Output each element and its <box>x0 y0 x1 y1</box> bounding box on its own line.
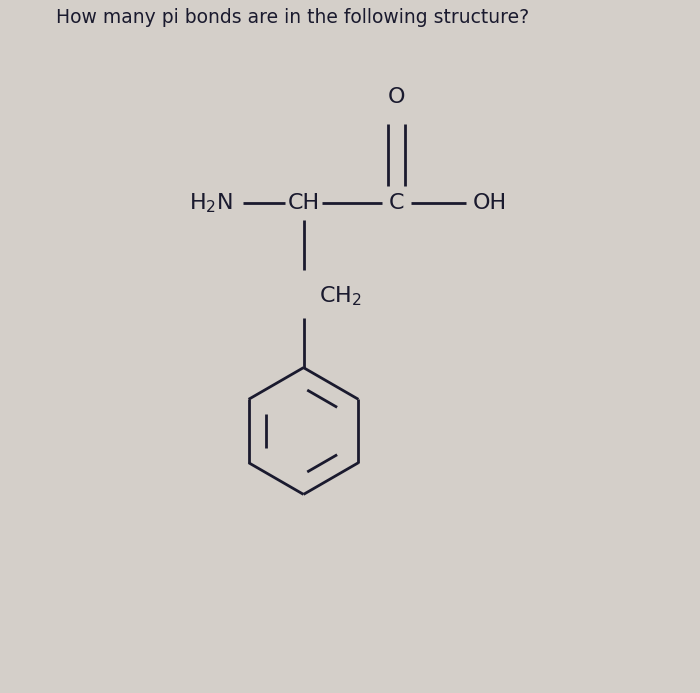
Text: CH$_2$: CH$_2$ <box>318 284 361 308</box>
Text: CH: CH <box>288 193 320 213</box>
Text: C: C <box>389 193 404 213</box>
Text: H$_2$N: H$_2$N <box>188 191 232 215</box>
Text: O: O <box>388 87 405 107</box>
Text: How many pi bonds are in the following structure?: How many pi bonds are in the following s… <box>56 8 529 28</box>
Text: OH: OH <box>473 193 507 213</box>
